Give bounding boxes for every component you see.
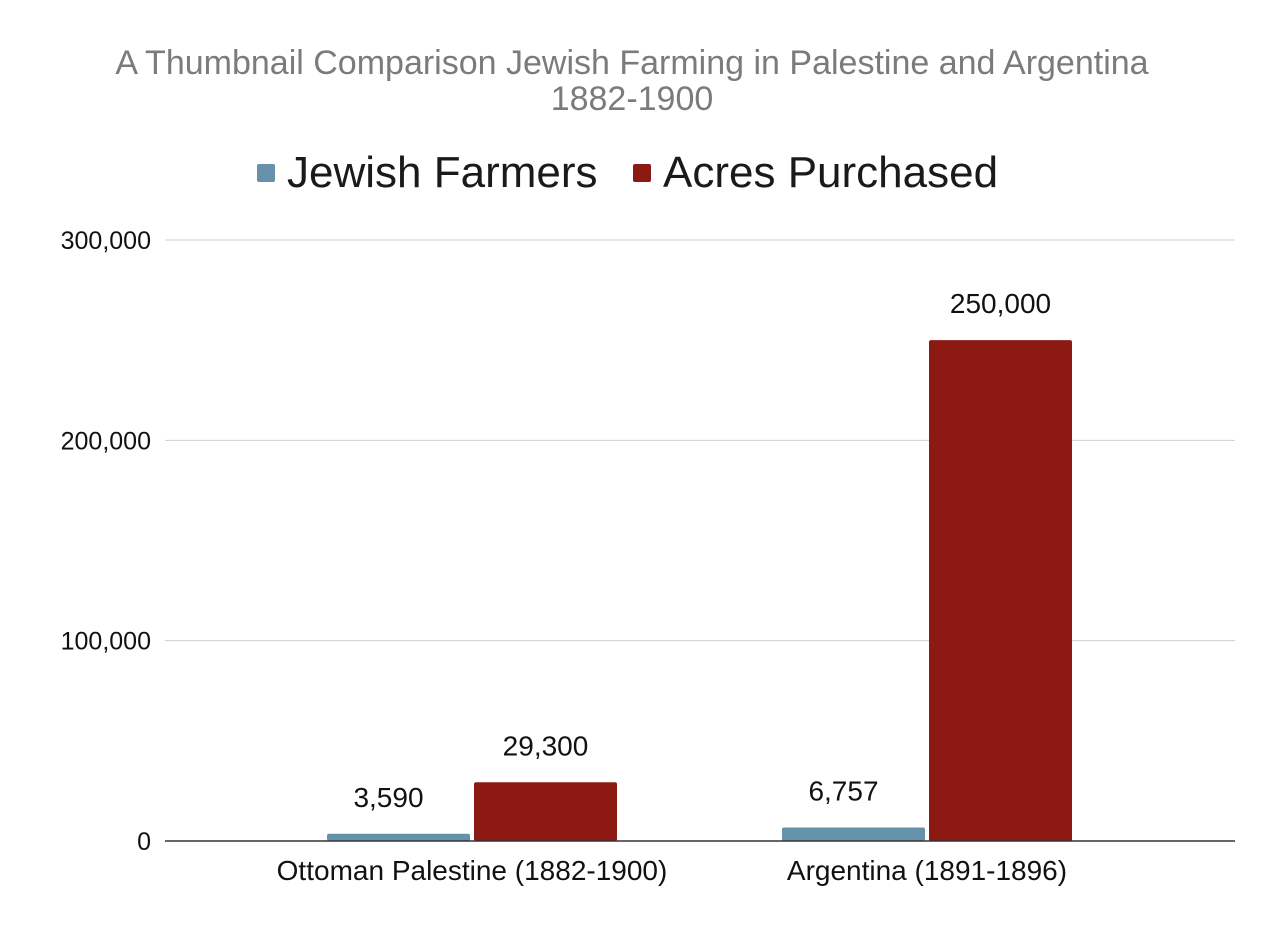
y-tick-label: 200,000: [61, 427, 151, 455]
y-tick-label: 0: [137, 828, 151, 856]
data-label-jewish-farmers-argentina: 6,757: [808, 775, 878, 806]
bars: [327, 340, 1072, 841]
legend: Jewish Farmers Acres Purchased: [257, 148, 998, 197]
data-labels: 3,590 29,300 6,757 250,000: [353, 288, 1051, 813]
bar-acres-purchased-ottoman-palestine: [474, 782, 617, 841]
legend-label-acres-purchased: Acres Purchased: [663, 148, 998, 197]
gridlines: [165, 239, 1235, 642]
bar-jewish-farmers-ottoman-palestine: [327, 833, 470, 841]
bar-acres-purchased-argentina: [929, 340, 1072, 841]
bar-jewish-farmers-argentina: [782, 827, 925, 841]
y-axis-ticks: 0 100,000 200,000 300,000: [61, 227, 151, 856]
y-tick-label: 100,000: [61, 628, 151, 656]
data-label-jewish-farmers-ottoman-palestine: 3,590: [353, 782, 423, 813]
legend-swatch-jewish-farmers: [257, 164, 275, 182]
x-category-label-argentina: Argentina (1891-1896): [787, 855, 1067, 886]
y-tick-label: 300,000: [61, 227, 151, 255]
chart-subtitle: 1882-1900: [551, 80, 714, 118]
data-label-acres-purchased-ottoman-palestine: 29,300: [503, 730, 589, 761]
chart-title: A Thumbnail Comparison Jewish Farming in…: [115, 44, 1148, 82]
legend-label-jewish-farmers: Jewish Farmers: [287, 148, 598, 197]
data-label-acres-purchased-argentina: 250,000: [950, 288, 1051, 319]
legend-swatch-acres-purchased: [633, 164, 651, 182]
x-category-label-ottoman-palestine: Ottoman Palestine (1882-1900): [277, 855, 668, 886]
